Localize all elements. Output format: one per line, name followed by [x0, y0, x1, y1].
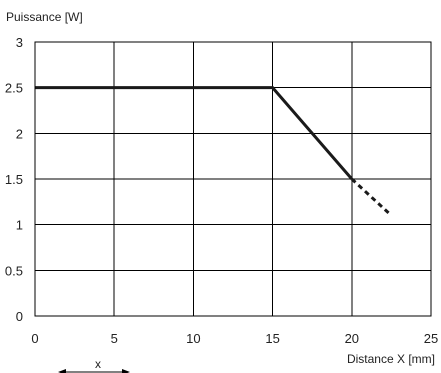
distance-x-arrowhead-left: [58, 369, 66, 373]
series-line-0-solid: [35, 86, 353, 180]
distance-x-diagram-label: x: [95, 357, 101, 371]
x-tick-label-0: 0: [31, 331, 38, 346]
y-tick-label-0: 0: [16, 309, 23, 324]
x-tick-label-1: 5: [111, 331, 118, 346]
x-tick-label-4: 20: [345, 331, 359, 346]
distance-x-diagram: x: [58, 357, 130, 373]
x-tick-label-5: 25: [424, 331, 438, 346]
y-tick-label-4: 2: [16, 126, 23, 141]
plot-frame: [34, 41, 432, 317]
y-tick-label-5: 2.5: [5, 81, 23, 96]
distance-x-arrowhead-right: [122, 369, 130, 373]
x-tick-label-2: 10: [186, 331, 200, 346]
grid: [34, 41, 432, 317]
y-tick-label-1: 0.5: [5, 263, 23, 278]
y-axis-label: Puissance [W]: [6, 10, 83, 24]
y-tick-label-6: 3: [16, 35, 23, 50]
series-group: [35, 86, 393, 217]
y-tick-label-2: 1: [16, 218, 23, 233]
y-tick-label-3: 1.5: [5, 172, 23, 187]
tick-labels: 0 5 10 15 20 25 0 0.5 1 1.5 2 2.5 3: [5, 35, 438, 346]
x-axis-label: Distance X [mm]: [347, 352, 435, 366]
series-line-1-dashed: [350, 177, 393, 217]
x-tick-label-3: 15: [265, 331, 279, 346]
